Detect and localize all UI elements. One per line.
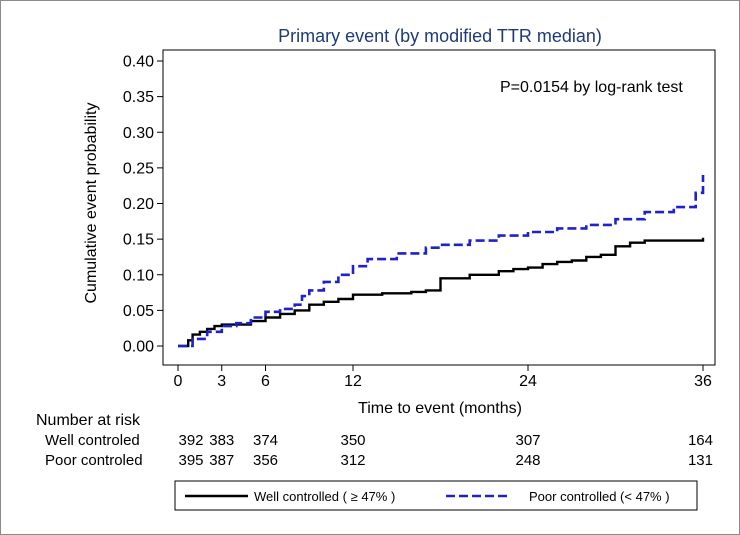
risk-count: 350 — [340, 432, 365, 449]
risk-count: 356 — [253, 452, 278, 469]
legend: Well controlled ( ≥ 47% ) Poor controlled… — [185, 489, 670, 504]
x-tick-label: 36 — [694, 373, 712, 390]
legend-label: Poor controlled (< 47% ) — [529, 489, 670, 504]
x-tick-label: 0 — [174, 373, 183, 390]
pvalue-annotation: P=0.0154 by log-rank test — [500, 79, 683, 96]
risk-count: 374 — [253, 432, 278, 449]
legend-label: Well controlled ( ≥ 47% ) — [254, 489, 395, 504]
series-line-well-controlled — [178, 237, 705, 348]
risk-table: Well controled 392 383 374 350 307 164 Poor con… — [45, 432, 713, 469]
risk-count: 312 — [340, 452, 365, 469]
y-tick-label: 0.25 — [123, 160, 154, 177]
risk-count: 131 — [688, 452, 713, 469]
risk-table-header: Number at risk — [36, 412, 141, 429]
risk-count: 392 — [178, 432, 203, 449]
risk-count: 387 — [209, 452, 234, 469]
y-tick-label: 0.35 — [123, 89, 154, 106]
x-axis: 0 3 6 12 24 36 — [174, 365, 712, 390]
y-tick-label: 0.40 — [123, 54, 154, 71]
risk-count: 307 — [515, 432, 540, 449]
x-tick-label: 6 — [261, 373, 270, 390]
chart-title: Primary event (by modified TTR median) — [278, 26, 602, 46]
y-axis: 0.00 0.05 0.10 0.15 0.20 0.25 0.30 0.35 0.40 — [123, 54, 163, 356]
risk-count: 164 — [688, 432, 713, 449]
risk-row-label: Well controled — [45, 432, 140, 449]
y-tick-label: 0.10 — [123, 267, 154, 284]
risk-count: 383 — [209, 432, 234, 449]
risk-row-label: Poor controled — [45, 452, 143, 469]
y-tick-label: 0.30 — [123, 125, 154, 142]
risk-count: 248 — [515, 452, 540, 469]
x-tick-label: 12 — [344, 373, 362, 390]
y-tick-label: 0.20 — [123, 196, 154, 213]
x-tick-label: 3 — [217, 373, 226, 390]
series-line-poor-controlled — [178, 175, 705, 348]
y-tick-label: 0.15 — [123, 232, 154, 249]
y-tick-label: 0.00 — [123, 339, 154, 356]
risk-count: 395 — [178, 452, 203, 469]
y-tick-label: 0.05 — [123, 303, 154, 320]
plot-area — [162, 49, 716, 366]
y-axis-label: Cumulative event probability — [83, 103, 100, 304]
series-layer — [178, 175, 705, 348]
x-axis-label: Time to event (months) — [358, 400, 522, 417]
legend-box — [174, 480, 698, 511]
x-tick-label: 24 — [519, 373, 537, 390]
